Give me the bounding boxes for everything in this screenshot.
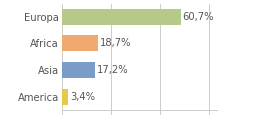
Bar <box>62 62 95 78</box>
Text: 3,4%: 3,4% <box>70 92 95 102</box>
Text: 17,2%: 17,2% <box>97 65 129 75</box>
Bar <box>62 9 181 25</box>
Text: 18,7%: 18,7% <box>100 38 131 48</box>
Text: 60,7%: 60,7% <box>182 12 214 22</box>
Bar <box>62 35 98 51</box>
Bar <box>62 89 68 105</box>
